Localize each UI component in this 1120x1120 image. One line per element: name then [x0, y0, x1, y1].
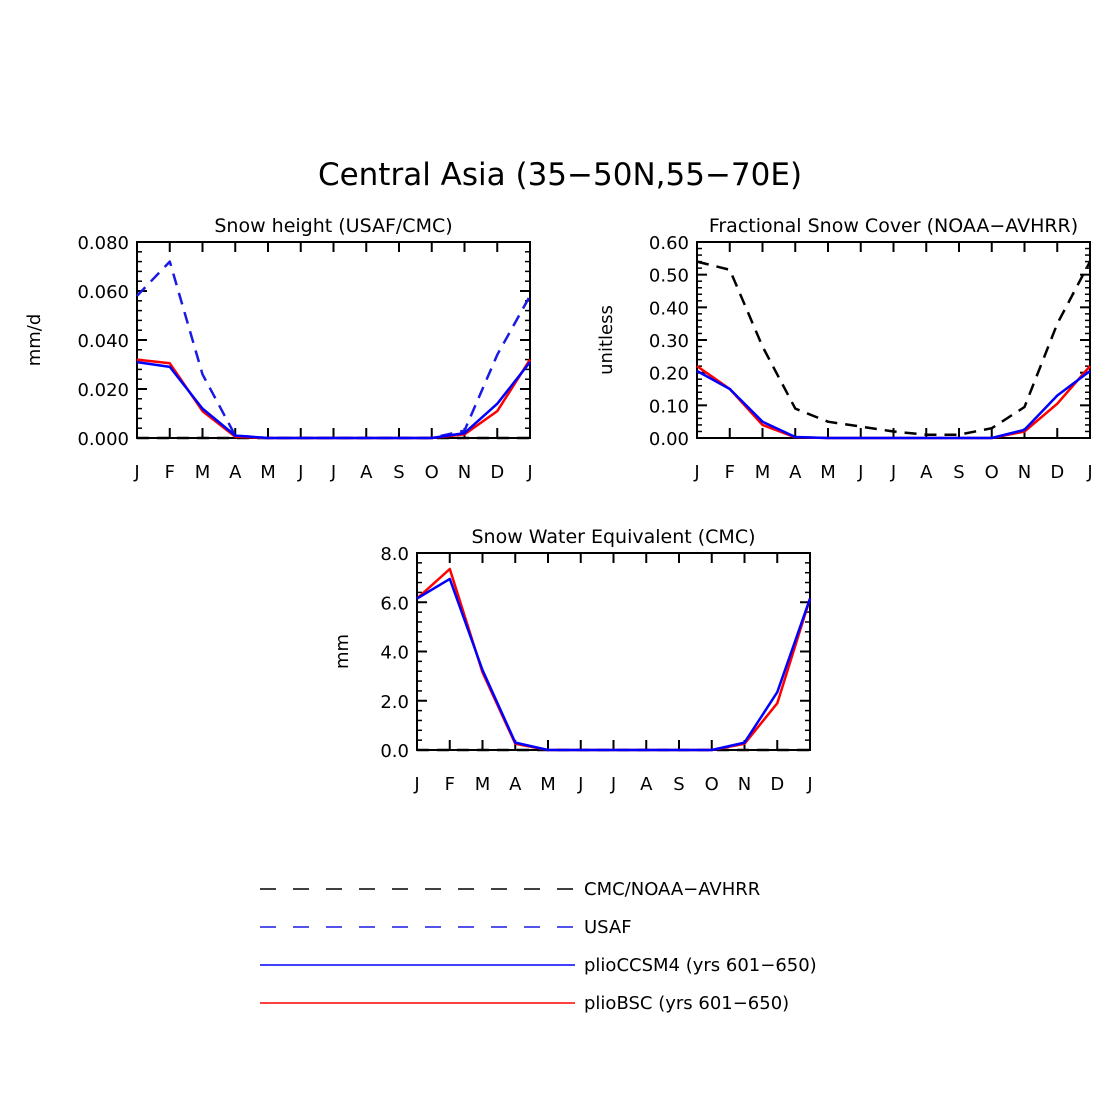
chart-panel-1: Snow height (USAF/CMC)mm/dJ F M A M J J A S O N D J0… — [24, 215, 533, 483]
x-tick-label: S — [953, 462, 964, 483]
x-tick-label: A — [640, 774, 653, 795]
y-tick-label: 0.060 — [77, 282, 129, 303]
panel-title: Snow height (USAF/CMC) — [214, 215, 452, 237]
x-tick-label: A — [920, 462, 933, 483]
panel-title: Snow Water Equivalent (CMC) — [471, 526, 755, 548]
chart-panel-2: Fractional Snow Cover (NOAA−AVHRR) unitle… — [596, 215, 1093, 483]
x-tick-label: J — [857, 462, 863, 483]
y-tick-label: 0.00 — [649, 429, 689, 450]
y-tick-label: 0.080 — [77, 233, 129, 254]
x-tick-label: J — [610, 774, 616, 795]
x-tick-label: M — [195, 462, 211, 483]
legend-label-4: plioBSC (yrs 601−650) — [584, 993, 789, 1014]
x-tick-label: D — [770, 774, 784, 795]
x-tick-label: M — [260, 462, 276, 483]
x-tick-label: M — [820, 462, 836, 483]
y-axis-label: mm — [332, 634, 353, 669]
x-tick-label: S — [673, 774, 684, 795]
x-tick-label: D — [490, 462, 504, 483]
x-tick-label: F — [445, 774, 455, 795]
x-tick-label: J — [806, 774, 812, 795]
panels: Snow height (USAF/CMC)mm/dJ F M A M J J A S O N D J0… — [24, 215, 1093, 795]
x-tick-label: A — [360, 462, 373, 483]
series-line-4 — [136, 360, 531, 440]
y-tick-label: 6.0 — [380, 593, 409, 614]
series-line-2 — [416, 567, 812, 752]
legend-label-2: USAF — [584, 917, 632, 938]
x-tick-label: A — [509, 774, 522, 795]
x-tick-label: J — [1086, 462, 1092, 483]
y-tick-label: 0.50 — [649, 266, 689, 287]
x-tick-label: O — [705, 774, 719, 795]
y-tick-label: 0.020 — [77, 380, 129, 401]
x-tick-label: O — [425, 462, 439, 483]
y-tick-label: 0.040 — [77, 331, 129, 352]
x-tick-label: J — [133, 462, 139, 483]
x-tick-label: M — [755, 462, 771, 483]
y-tick-label: 0.60 — [649, 233, 689, 254]
x-tick-label: J — [526, 462, 532, 483]
series-line-3 — [416, 577, 812, 752]
x-tick-label: J — [330, 462, 336, 483]
x-tick-label: J — [413, 774, 419, 795]
x-tick-label: N — [458, 462, 471, 483]
figure-title: Central Asia (35−50N,55−70E) — [318, 157, 802, 193]
y-tick-label: 0.000 — [77, 429, 129, 450]
series-line-2 — [136, 260, 532, 440]
y-tick-label: 8.0 — [380, 544, 409, 565]
y-tick-label: 4.0 — [380, 643, 409, 664]
y-axis-label: unitless — [596, 305, 617, 375]
legend: CMC/NOAA−AVHRR USAF plioCCSM4 (yrs 601−650… — [260, 879, 817, 1014]
x-tick-label: J — [890, 462, 896, 483]
x-tick-label: A — [789, 462, 802, 483]
y-tick-label: 0.20 — [649, 364, 689, 385]
y-tick-label: 0.0 — [380, 741, 409, 762]
plot-frame — [696, 241, 1091, 439]
x-tick-label: O — [985, 462, 999, 483]
y-axis-label: mm/d — [24, 314, 45, 367]
x-tick-label: A — [229, 462, 242, 483]
y-tick-label: 0.30 — [649, 331, 689, 352]
y-tick-label: 0.40 — [649, 298, 689, 319]
x-tick-label: M — [540, 774, 556, 795]
x-tick-label: F — [165, 462, 175, 483]
panel-title: Fractional Snow Cover (NOAA−AVHRR) — [709, 215, 1078, 237]
x-tick-label: F — [725, 462, 735, 483]
y-tick-label: 2.0 — [380, 692, 409, 713]
x-tick-label: N — [1018, 462, 1031, 483]
x-tick-label: J — [577, 774, 583, 795]
x-tick-label: J — [297, 462, 303, 483]
plot-frame — [136, 241, 531, 439]
x-tick-label: J — [693, 462, 699, 483]
series-line-3 — [696, 369, 1091, 440]
series-line-2 — [696, 365, 1091, 440]
y-tick-label: 0.10 — [649, 396, 689, 417]
x-tick-label: S — [393, 462, 404, 483]
x-tick-label: N — [738, 774, 751, 795]
legend-label-3: plioCCSM4 (yrs 601−650) — [584, 955, 817, 976]
legend-label-1: CMC/NOAA−AVHRR — [584, 879, 760, 900]
x-tick-label: M — [475, 774, 491, 795]
series-line-1 — [696, 260, 1092, 436]
chart-panel-3: Snow Water Equivalent (CMC)mmJ F M A M J J A S O N… — [332, 526, 813, 795]
x-tick-label: D — [1050, 462, 1064, 483]
